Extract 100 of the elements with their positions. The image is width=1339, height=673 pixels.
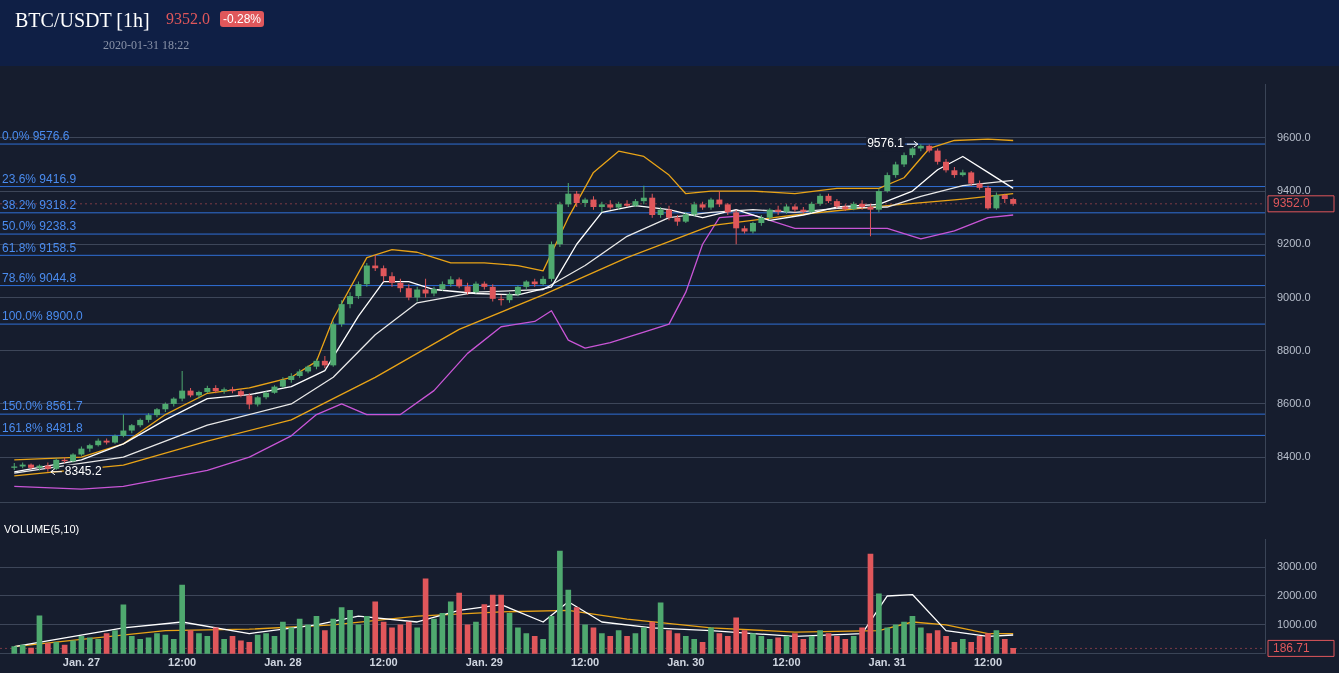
- bar: [691, 639, 698, 654]
- ref-line-label: 100.0% 8900.0: [2, 309, 84, 324]
- bar: [154, 633, 160, 654]
- bar: [196, 633, 202, 654]
- bar: [305, 624, 311, 654]
- annotation: 8345.2: [64, 464, 102, 479]
- bar: [263, 633, 269, 654]
- y-tick-label: 3000.00: [1277, 560, 1317, 573]
- bar: [724, 636, 731, 654]
- bar: [238, 640, 244, 654]
- y-tick-label: 1000.00: [1277, 617, 1317, 630]
- y-tick-label: 8600.0: [1277, 396, 1311, 409]
- bar: [405, 621, 412, 654]
- bar: [53, 641, 60, 654]
- bar: [817, 630, 823, 654]
- bar: [666, 630, 672, 654]
- bar: [246, 641, 253, 654]
- x-tick-label: 12:00: [571, 656, 600, 669]
- bar: [557, 550, 563, 654]
- y-tick-label: 2000.00: [1277, 589, 1317, 602]
- bar: [330, 618, 337, 654]
- bar: [850, 636, 857, 654]
- chart-title: VOLUME(5,10): [4, 523, 80, 535]
- bar: [766, 639, 773, 654]
- bar: [859, 627, 865, 654]
- bar: [708, 627, 714, 654]
- bar: [498, 594, 504, 654]
- ref-line-label: 50.0% 9238.3: [2, 219, 77, 234]
- bar: [985, 633, 991, 654]
- x-tick-label: 12:00: [772, 656, 801, 669]
- bar: [280, 621, 286, 654]
- bar: [750, 633, 756, 654]
- bar: [170, 639, 177, 654]
- bar: [649, 621, 656, 654]
- bar: [473, 621, 479, 654]
- bar: [1001, 639, 1008, 654]
- ref-line-label: 38.2% 9318.2: [2, 198, 77, 213]
- bar: [296, 618, 303, 654]
- bar: [45, 643, 51, 654]
- bar: [70, 640, 76, 654]
- bar: [959, 639, 966, 654]
- bar: [800, 639, 807, 654]
- bar: [943, 636, 949, 654]
- bar: [11, 646, 18, 654]
- bar: [322, 630, 328, 654]
- bar: [624, 636, 630, 654]
- x-tick-label: Jan. 28: [264, 656, 302, 669]
- x-tick-label: Jan. 30: [667, 656, 705, 669]
- bar: [607, 636, 614, 654]
- bar: [808, 636, 815, 654]
- bar: [389, 627, 395, 654]
- bar: [968, 641, 975, 654]
- bar: [179, 584, 185, 654]
- bar: [682, 636, 689, 654]
- bar: [212, 627, 219, 654]
- x-tick-label: 12:00: [973, 656, 1003, 669]
- bar: [531, 636, 538, 654]
- ref-line-label: 23.6% 9416.9: [2, 171, 77, 186]
- ref-line-label: 78.6% 9044.8: [2, 270, 77, 285]
- bar: [641, 627, 647, 654]
- bar: [792, 633, 798, 654]
- bar: [918, 627, 924, 654]
- bar: [884, 627, 891, 654]
- bar: [733, 617, 739, 654]
- bar: [137, 639, 144, 654]
- annotation: 9576.1: [867, 136, 905, 151]
- bar: [128, 636, 135, 654]
- x-tick-label: Jan. 27: [62, 656, 101, 669]
- bar: [834, 636, 840, 654]
- y-tick-label: 9000.0: [1277, 290, 1311, 303]
- bar: [414, 627, 421, 654]
- y-tick-label: 8800.0: [1277, 343, 1311, 356]
- ref-line-label: 161.8% 8481.8: [2, 420, 84, 435]
- bar: [876, 593, 882, 654]
- bar: [565, 589, 572, 654]
- bar: [842, 639, 849, 654]
- bar: [112, 630, 118, 654]
- candlestick: [867, 204, 874, 237]
- bar: [456, 592, 462, 654]
- bar: [582, 624, 588, 654]
- text: 2020-01-31 18:22: [103, 38, 190, 53]
- text: -0.28%: [220, 11, 265, 27]
- bar: [221, 639, 227, 654]
- ref-line-label: 186.71: [1273, 640, 1311, 655]
- bar: [489, 594, 496, 654]
- bar: [540, 639, 546, 654]
- bar: [523, 633, 530, 654]
- bar: [347, 610, 353, 654]
- bar: [515, 627, 521, 654]
- y-tick-label: 8400.0: [1277, 450, 1311, 463]
- x-tick-label: Jan. 31: [868, 656, 906, 669]
- bar: [775, 637, 781, 654]
- bar: [447, 601, 454, 654]
- y-tick-label: 9400.0: [1277, 184, 1311, 197]
- ref-line-label: 9352.0: [1273, 196, 1311, 211]
- bar: [926, 633, 933, 654]
- chart-title: BTC/USDT [1h]: [15, 9, 150, 32]
- bar: [372, 601, 379, 654]
- bar: [364, 615, 370, 654]
- bar: [431, 618, 437, 654]
